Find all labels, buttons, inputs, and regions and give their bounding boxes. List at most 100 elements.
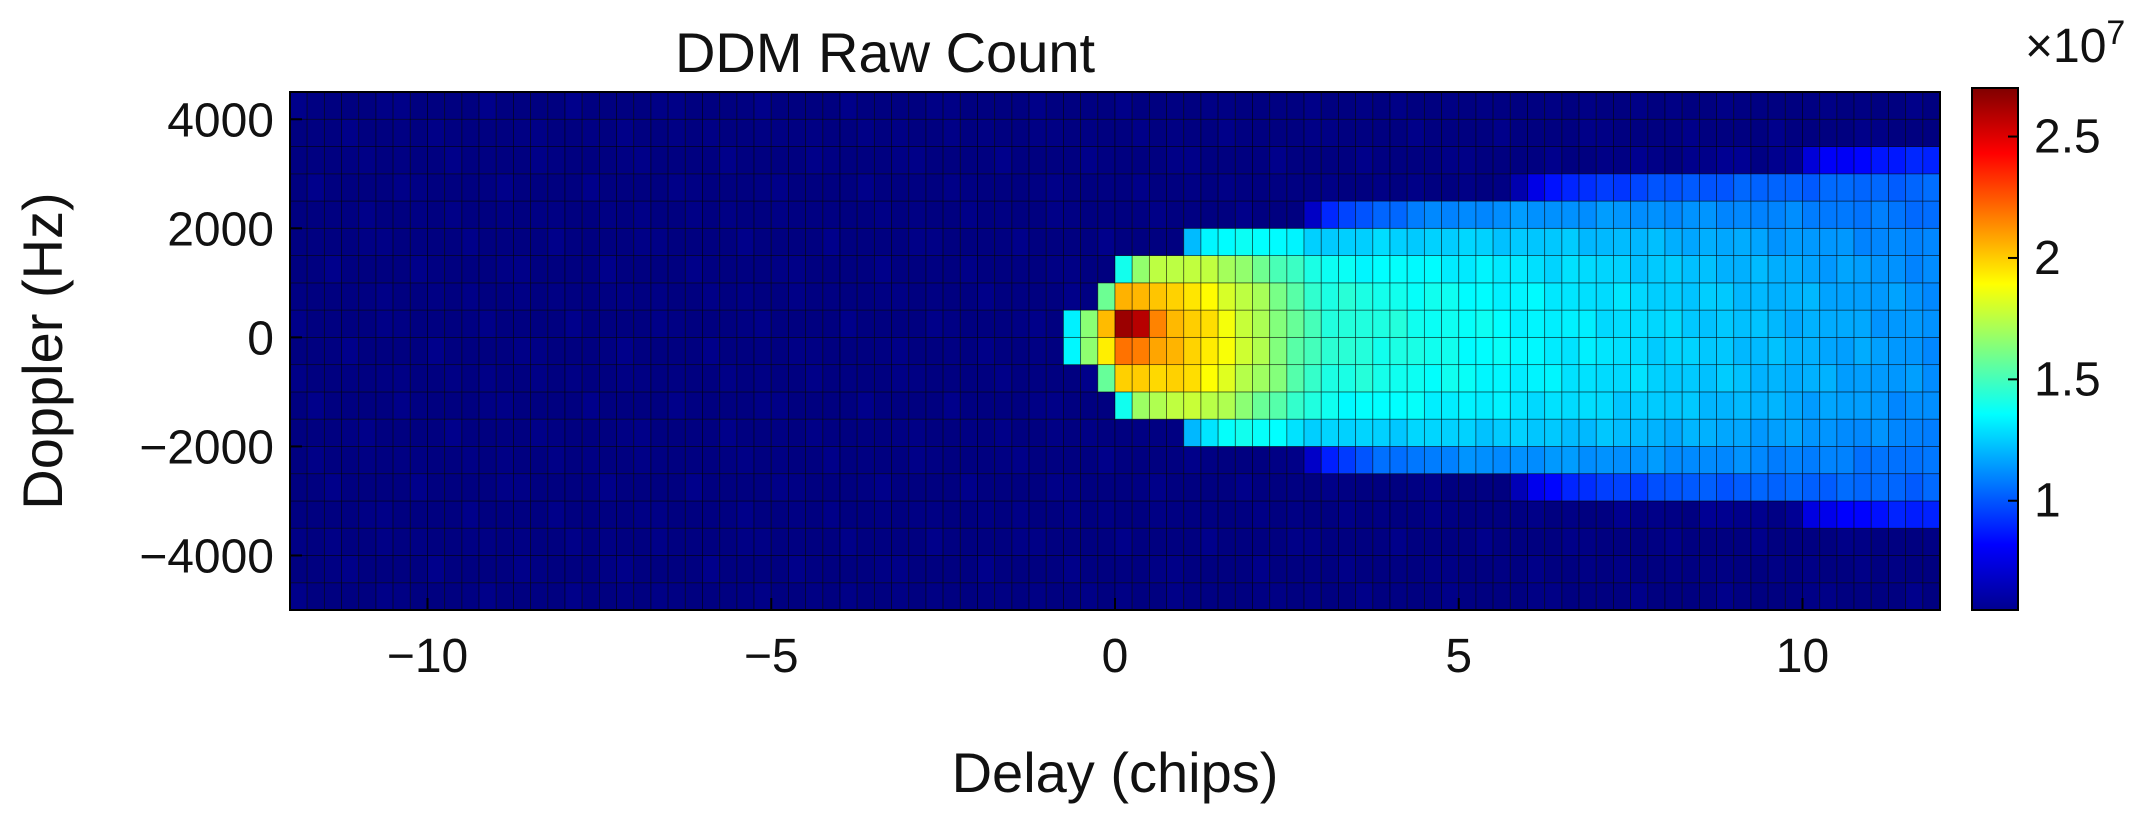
heatmap-cell [1183,473,1202,502]
heatmap-cell [1114,527,1133,556]
heatmap-cell [1028,527,1047,556]
heatmap-cell [1338,146,1357,175]
heatmap-cell [942,282,961,311]
heatmap-cell [341,336,360,366]
heatmap-cell [495,309,514,338]
heatmap-cell [409,582,428,611]
heatmap-cell [427,227,446,256]
heatmap-cell [1716,473,1735,502]
heatmap-cell [323,418,342,447]
heatmap-cell [1492,555,1511,584]
heatmap-cell [1527,255,1546,284]
heatmap-cell [1475,555,1494,584]
heatmap-cell [736,173,755,202]
heatmap-cell [1922,582,1941,611]
heatmap-cell [1888,309,1907,338]
heatmap-cell [959,227,978,256]
heatmap-cell [736,418,755,447]
heatmap-cell [1166,473,1185,502]
heatmap-cell [1458,336,1477,366]
heatmap-cell [770,200,789,229]
heatmap-cell [1509,555,1528,584]
heatmap-cell [1630,173,1649,202]
heatmap-cell [1750,336,1769,366]
heatmap-cell [1148,364,1167,393]
heatmap-cell [1630,255,1649,284]
heatmap-cell [1097,500,1116,529]
heatmap-cell [1578,118,1597,147]
heatmap-cell [873,309,892,338]
heatmap-cell [1802,336,1821,366]
heatmap-cell [770,255,789,284]
heatmap-cell [1681,473,1700,502]
heatmap-cell [719,227,738,256]
heatmap-cell [547,446,566,475]
heatmap-cell [495,173,514,202]
heatmap-cell [805,282,824,311]
heatmap-cell [461,473,480,502]
heatmap-cell [1664,118,1683,147]
heatmap-cell [839,582,858,611]
heatmap-cell [633,146,652,175]
heatmap-cell [702,555,721,584]
heatmap-cell [1922,309,1941,338]
heatmap-cell [1578,91,1597,120]
heatmap-cell [873,500,892,529]
heatmap-cell [1320,527,1339,556]
heatmap-cell [1269,446,1288,475]
heatmap-cell [1647,527,1666,556]
heatmap-cell [1527,418,1546,447]
heatmap-cell [942,582,961,611]
heatmap-cell [942,255,961,284]
heatmap-cell [1561,391,1580,420]
heatmap-cell [1509,282,1528,311]
heatmap-cell [1561,146,1580,175]
heatmap-cell [478,336,497,366]
heatmap-cell [1217,555,1236,584]
heatmap-cell [375,364,394,393]
heatmap-cell [547,282,566,311]
heatmap-cell [564,227,583,256]
heatmap-cell [805,146,824,175]
heatmap-cell [1269,255,1288,284]
heatmap-cell [770,418,789,447]
heatmap-cell [856,91,875,120]
heatmap-cell [925,255,944,284]
heatmap-cell [1028,446,1047,475]
heatmap-cell [1372,500,1391,529]
heatmap-cell [478,118,497,147]
heatmap-cell [1234,146,1253,175]
heatmap-cell [891,418,910,447]
heatmap-cell [788,391,807,420]
heatmap-cell [1183,255,1202,284]
heatmap-cell [667,309,686,338]
y-tick-label: −4000 [139,530,274,583]
heatmap-cell [805,91,824,120]
heatmap-cell [650,446,669,475]
heatmap-cell [1853,282,1872,311]
heatmap-cell [805,582,824,611]
heatmap-cell [925,446,944,475]
heatmap-cell [1613,527,1632,556]
heatmap-cell [1836,227,1855,256]
heatmap-cell [1750,446,1769,475]
heatmap-cell [1870,146,1889,175]
heatmap-cell [1320,309,1339,338]
heatmap-cell [1355,391,1374,420]
heatmap-cell [478,200,497,229]
heatmap-cell [770,473,789,502]
heatmap-cell [667,91,686,120]
heatmap-cell [1836,146,1855,175]
heatmap-cell [1509,446,1528,475]
heatmap-cell [1148,146,1167,175]
heatmap-cell [925,91,944,120]
heatmap-cell [1423,364,1442,393]
heatmap-cell [1802,146,1821,175]
heatmap-cell [1355,582,1374,611]
heatmap-cell [1080,418,1099,447]
heatmap-cell [1389,146,1408,175]
heatmap-cell [908,173,927,202]
heatmap-cell [1802,118,1821,147]
heatmap-cell [392,582,411,611]
heatmap-cell [1320,255,1339,284]
